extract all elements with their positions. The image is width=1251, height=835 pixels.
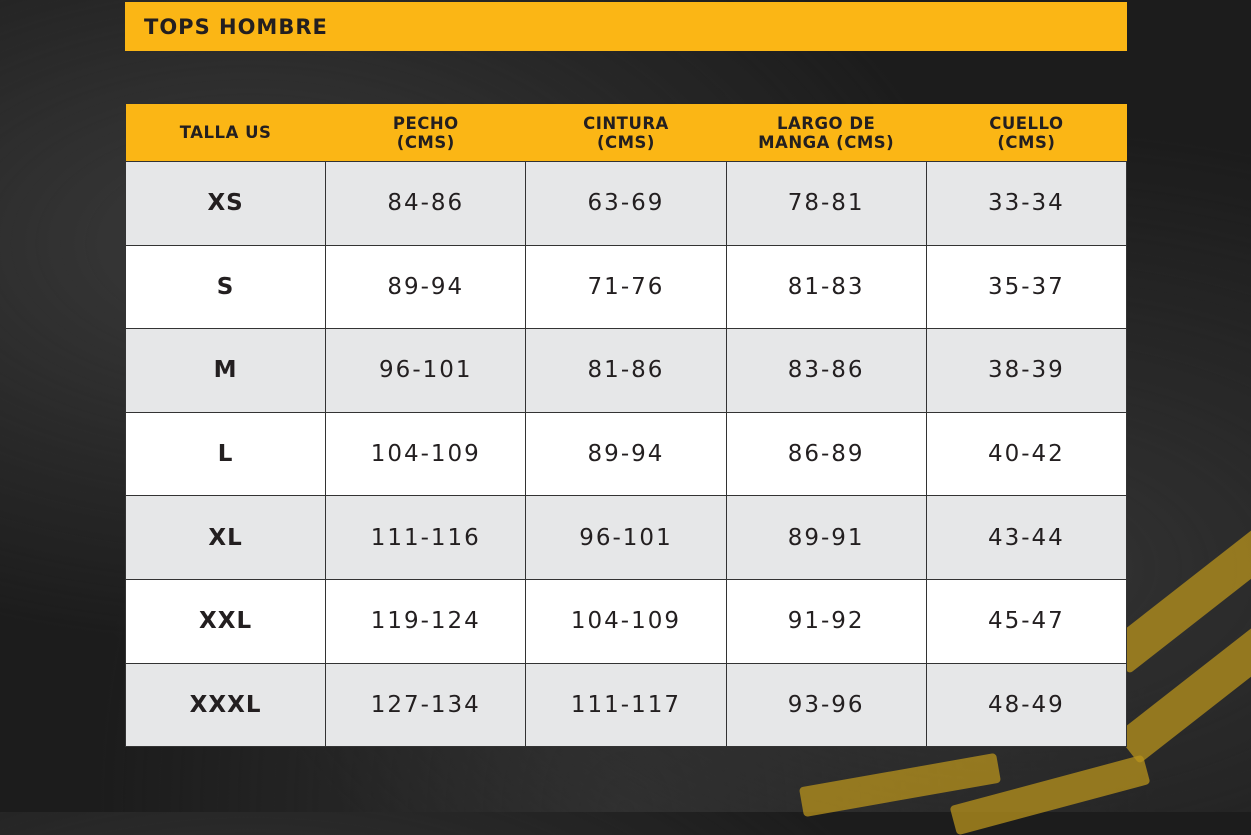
- table-row: XXL 119-124 104-109 91-92 45-47: [124, 578, 1128, 664]
- measurement-cell: 104-109: [525, 578, 727, 664]
- measurement-cell: 38-39: [925, 328, 1128, 413]
- measurement-cell: 86-89: [725, 411, 927, 497]
- measurement-cell: 83-86: [725, 328, 927, 413]
- measurement-cell: 111-116: [325, 495, 527, 580]
- measurement-cell: 81-86: [525, 328, 727, 413]
- measurement-cell: 111-117: [525, 662, 727, 748]
- size-table: TALLA US PECHO (CMS) CINTURA (CMS) LARGO DE…: [124, 104, 1128, 748]
- measurement-cell: 93-96: [725, 662, 927, 748]
- column-header: LARGO DE MANGA (CMS): [726, 104, 927, 162]
- measurement-cell: 84-86: [325, 161, 527, 246]
- measurement-cell: 91-92: [725, 578, 927, 664]
- table-row: M 96-101 81-86 83-86 38-39: [124, 328, 1128, 413]
- table-row: XXXL 127-134 111-117 93-96 48-49: [124, 662, 1128, 748]
- size-label: XS: [124, 161, 327, 246]
- measurement-cell: 35-37: [925, 244, 1128, 330]
- measurement-cell: 45-47: [925, 578, 1128, 664]
- measurement-cell: 96-101: [325, 328, 527, 413]
- column-header: CUELLO (CMS): [926, 104, 1127, 162]
- measurement-cell: 127-134: [325, 662, 527, 748]
- measurement-cell: 104-109: [325, 411, 527, 497]
- size-label: XXXL: [124, 662, 327, 748]
- measurement-cell: 40-42: [925, 411, 1128, 497]
- table-row: S 89-94 71-76 81-83 35-37: [124, 244, 1128, 330]
- measurement-cell: 43-44: [925, 495, 1128, 580]
- table-row: XL 111-116 96-101 89-91 43-44: [124, 495, 1128, 580]
- measurement-cell: 89-94: [525, 411, 727, 497]
- measurement-cell: 78-81: [725, 161, 927, 246]
- table-row: L 104-109 89-94 86-89 40-42: [124, 411, 1128, 497]
- measurement-cell: 81-83: [725, 244, 927, 330]
- table-row: XS 84-86 63-69 78-81 33-34: [124, 161, 1128, 246]
- page-title: TOPS HOMBRE: [144, 15, 328, 39]
- header-row: TALLA US PECHO (CMS) CINTURA (CMS) LARGO DE…: [125, 104, 1127, 162]
- measurement-cell: 63-69: [525, 161, 727, 246]
- measurement-cell: 33-34: [925, 161, 1128, 246]
- column-header: CINTURA (CMS): [525, 104, 727, 162]
- size-label: L: [124, 411, 327, 497]
- size-label: XL: [124, 495, 327, 580]
- measurement-cell: 48-49: [925, 662, 1128, 748]
- measurement-cell: 119-124: [325, 578, 527, 664]
- measurement-cell: 89-94: [325, 244, 527, 330]
- column-header: TALLA US: [125, 104, 326, 162]
- measurement-cell: 71-76: [525, 244, 727, 330]
- title-bar: TOPS HOMBRE: [125, 2, 1127, 51]
- column-header: PECHO (CMS): [325, 104, 526, 162]
- measurement-cell: 96-101: [525, 495, 727, 580]
- size-label: XXL: [124, 578, 327, 664]
- size-label: S: [124, 244, 327, 330]
- size-label: M: [124, 328, 327, 413]
- measurement-cell: 89-91: [725, 495, 927, 580]
